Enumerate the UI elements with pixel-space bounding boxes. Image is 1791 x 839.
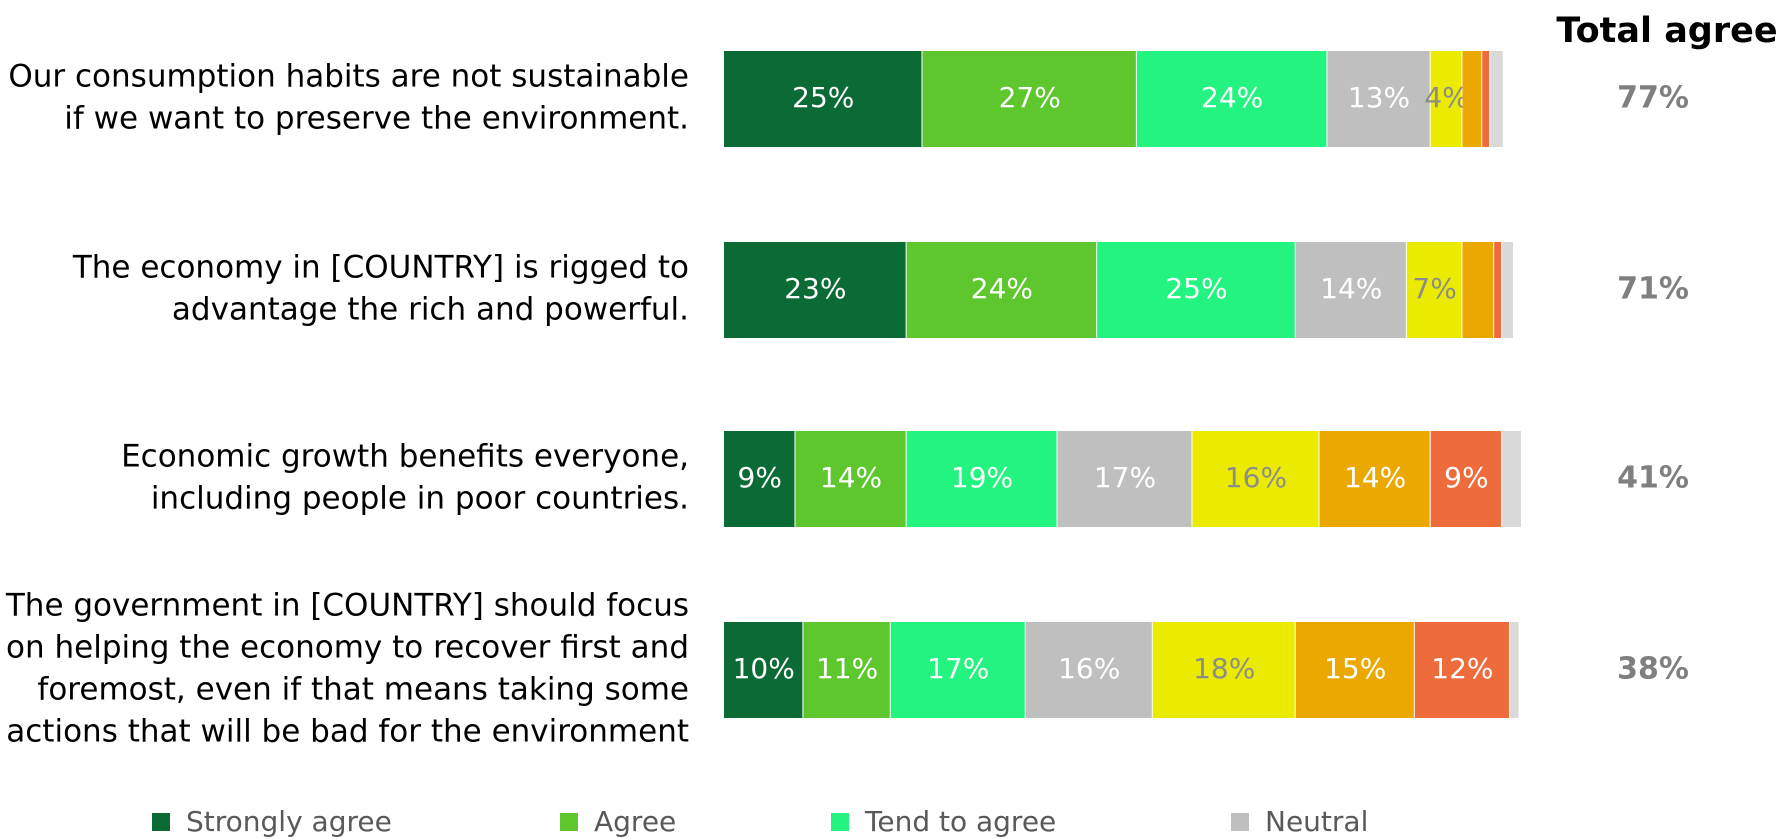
data-label: 9%: [1444, 461, 1488, 494]
data-label: 4%: [1424, 81, 1468, 114]
data-label: 11%: [816, 652, 878, 685]
category-label: The economy in [COUNTRY] is rigged to: [72, 250, 689, 286]
bar-segment: [1057, 431, 1192, 527]
bar-segment: [1152, 622, 1295, 718]
bar-segment: [803, 622, 890, 718]
data-label: 15%: [1324, 652, 1386, 685]
total-agree-title: Total agree: [1556, 11, 1777, 51]
total-agree-value: 41%: [1617, 461, 1689, 496]
data-label: 19%: [951, 461, 1013, 494]
bar-segment: [1327, 51, 1430, 147]
data-label: 23%: [784, 272, 846, 305]
bar-segment: [1414, 622, 1510, 718]
data-label: 10%: [733, 652, 795, 685]
bar-segment: [795, 431, 906, 527]
bar-segment: [1462, 242, 1494, 338]
bar-segment: [1502, 242, 1514, 338]
legend-label: Tend to agree: [864, 805, 1056, 838]
bar-segment: [1430, 431, 1502, 527]
legend-label: Strongly agree: [186, 805, 392, 838]
total-agree-value: 77%: [1617, 81, 1689, 116]
category-label: actions that will be bad for the environ…: [6, 714, 689, 750]
category-label: Economic growth benefits everyone,: [121, 439, 689, 475]
data-label: 24%: [971, 272, 1033, 305]
bar-segment: [724, 622, 803, 718]
bar-segment: [1490, 51, 1503, 147]
category-label: if we want to preserve the environment.: [64, 101, 689, 137]
data-label: 9%: [738, 461, 782, 494]
data-label: 14%: [1320, 272, 1382, 305]
bar-segment: [1462, 51, 1482, 147]
bar-segment: [906, 242, 1097, 338]
bar-segment: [1025, 622, 1152, 718]
bar-segment: [1295, 242, 1406, 338]
data-label: 16%: [1058, 652, 1120, 685]
bar-segment: [906, 431, 1057, 527]
bar-segment: [724, 242, 906, 338]
data-label: 27%: [999, 81, 1061, 114]
data-label: 13%: [1348, 81, 1410, 114]
data-label: 25%: [1165, 272, 1227, 305]
bar-segment: [1430, 51, 1462, 147]
bar-segment: [724, 431, 795, 527]
data-label: 24%: [1201, 81, 1263, 114]
bar-segment: [922, 51, 1136, 147]
category-label: advantage the rich and powerful.: [172, 292, 689, 328]
legend-swatch: [1231, 813, 1249, 831]
bar-segment: [1406, 242, 1462, 338]
data-label: 18%: [1193, 652, 1255, 685]
bar-segment: [1295, 622, 1414, 718]
category-label: Our consumption habits are not sustainab…: [8, 59, 689, 95]
data-label: 17%: [1094, 461, 1156, 494]
bar-segment: [1136, 51, 1327, 147]
legend-label: Neutral: [1265, 805, 1368, 838]
legend-swatch: [152, 813, 170, 831]
bar-segment: [1319, 431, 1430, 527]
legend-label: Agree: [594, 805, 676, 838]
bar-segment: [890, 622, 1025, 718]
category-label: including people in poor countries.: [151, 481, 689, 517]
bar-segment: [724, 51, 922, 147]
data-label: 14%: [1344, 461, 1406, 494]
bar-segment: [1482, 51, 1490, 147]
legend-swatch: [560, 813, 578, 831]
data-label: 16%: [1225, 461, 1287, 494]
category-label: foremost, even if that means taking some: [37, 672, 689, 708]
bar-segment: [1502, 431, 1521, 527]
data-label: 7%: [1412, 272, 1456, 305]
category-label: The government in [COUNTRY] should focus: [5, 588, 689, 624]
data-label: 25%: [792, 81, 854, 114]
bar-segment: [1494, 242, 1502, 338]
bar-segment: [1192, 431, 1319, 527]
data-label: 17%: [927, 652, 989, 685]
total-agree-value: 38%: [1617, 652, 1689, 687]
bar-segment: [1097, 242, 1295, 338]
total-agree-value: 71%: [1617, 272, 1689, 307]
bar-segment: [1510, 622, 1519, 718]
data-label: 12%: [1431, 652, 1493, 685]
data-label: 14%: [820, 461, 882, 494]
category-label: on helping the economy to recover first …: [6, 630, 689, 666]
legend-swatch: [831, 813, 849, 831]
